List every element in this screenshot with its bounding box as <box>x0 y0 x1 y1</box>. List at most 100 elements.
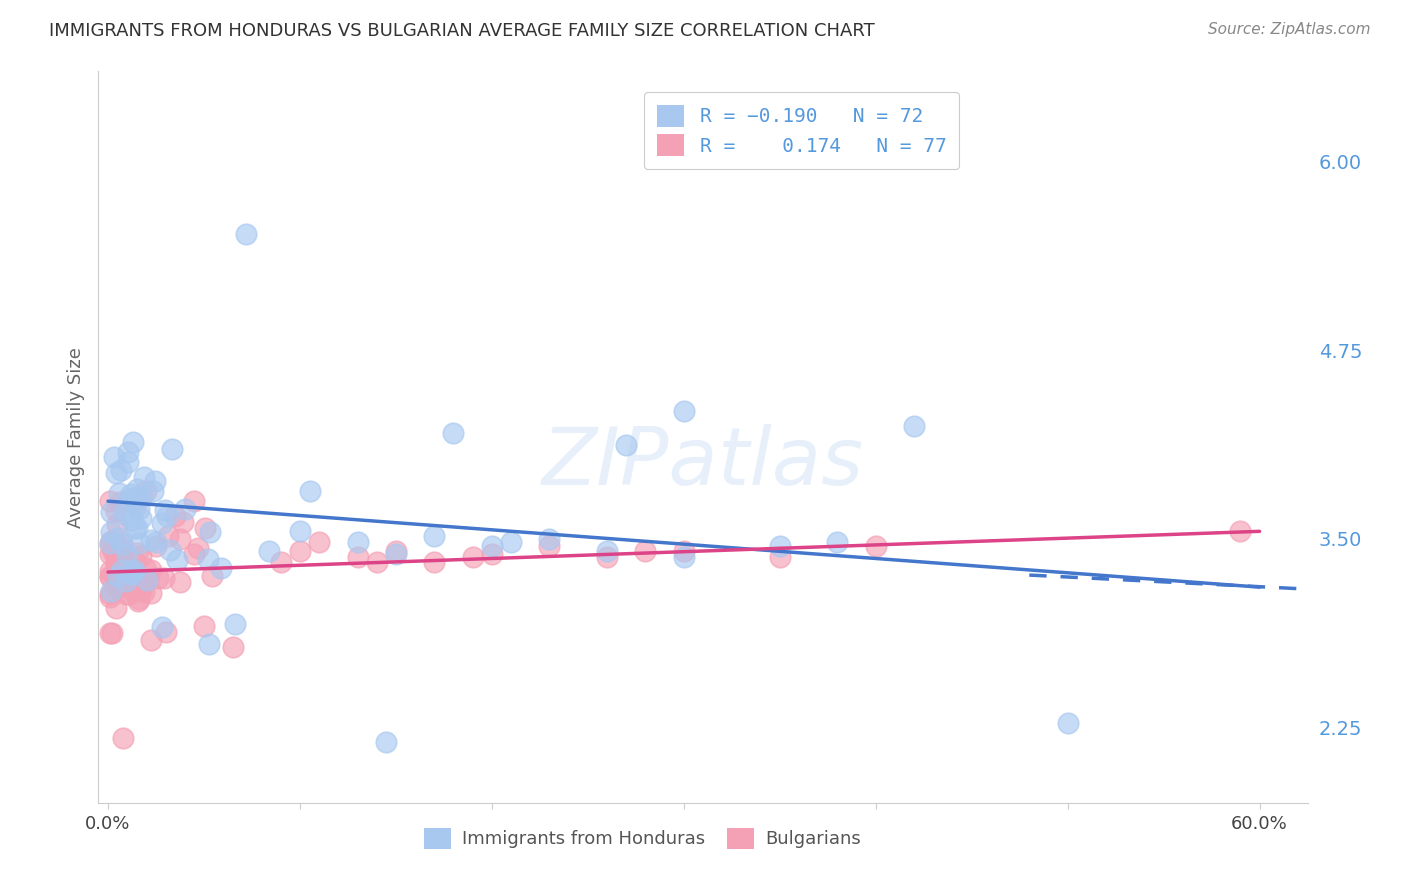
Point <box>769 540 792 554</box>
Text: IMMIGRANTS FROM HONDURAS VS BULGARIAN AVERAGE FAMILY SIZE CORRELATION CHART: IMMIGRANTS FROM HONDURAS VS BULGARIAN AV… <box>49 22 875 40</box>
Point <box>115 575 138 590</box>
Point <box>827 535 849 549</box>
Point <box>153 503 176 517</box>
Point <box>198 637 221 651</box>
Point <box>114 587 136 601</box>
Point <box>129 511 152 525</box>
Point <box>105 546 128 560</box>
Point <box>100 534 122 549</box>
Point <box>139 633 162 648</box>
Point <box>111 536 134 550</box>
Point <box>1056 715 1078 730</box>
Point <box>120 567 142 582</box>
Point <box>107 538 129 552</box>
Point <box>614 438 637 452</box>
Point <box>538 532 561 546</box>
Point <box>461 549 484 564</box>
Point <box>104 579 127 593</box>
Point <box>100 505 122 519</box>
Point <box>98 625 121 640</box>
Point <box>143 474 166 488</box>
Point <box>98 591 121 605</box>
Point <box>235 227 257 242</box>
Point <box>187 541 209 555</box>
Point <box>385 544 408 558</box>
Point <box>308 535 330 549</box>
Point <box>165 509 187 524</box>
Point <box>194 521 217 535</box>
Point <box>288 544 311 558</box>
Point <box>131 549 153 564</box>
Text: ZIPatlas: ZIPatlas <box>541 424 865 501</box>
Point <box>481 547 503 561</box>
Point <box>153 571 176 585</box>
Point <box>110 494 132 508</box>
Point <box>128 501 150 516</box>
Point <box>169 575 191 590</box>
Point <box>634 544 657 558</box>
Point <box>121 509 143 524</box>
Point <box>98 493 121 508</box>
Point <box>124 521 146 535</box>
Point <box>108 543 131 558</box>
Point <box>107 569 129 583</box>
Point <box>129 578 152 592</box>
Point <box>108 486 131 500</box>
Point <box>110 463 132 477</box>
Point <box>101 626 124 640</box>
Point <box>596 544 619 558</box>
Point <box>288 524 311 539</box>
Point <box>127 521 149 535</box>
Point <box>150 620 173 634</box>
Point <box>156 508 179 523</box>
Point <box>100 524 122 539</box>
Point <box>122 563 145 577</box>
Point <box>209 560 232 574</box>
Point <box>117 445 139 459</box>
Point <box>134 561 156 575</box>
Point <box>139 533 162 547</box>
Point <box>172 515 194 529</box>
Point <box>110 574 132 589</box>
Point <box>122 435 145 450</box>
Point <box>135 574 157 588</box>
Point <box>499 535 522 549</box>
Point <box>136 573 159 587</box>
Point <box>132 584 155 599</box>
Point <box>104 556 127 570</box>
Point <box>101 545 124 559</box>
Point <box>103 450 125 464</box>
Point <box>98 547 121 561</box>
Point <box>423 529 446 543</box>
Point <box>672 544 695 558</box>
Point <box>183 494 205 508</box>
Point <box>257 543 280 558</box>
Point <box>903 418 925 433</box>
Point <box>769 549 792 564</box>
Point <box>423 554 446 568</box>
Point <box>98 564 121 578</box>
Point <box>112 731 135 745</box>
Point <box>155 625 177 640</box>
Point <box>105 504 128 518</box>
Point <box>366 554 388 568</box>
Point <box>129 582 152 597</box>
Point <box>105 572 128 586</box>
Point <box>122 565 145 579</box>
Point <box>169 533 191 547</box>
Point <box>105 466 128 480</box>
Point <box>141 586 163 600</box>
Point <box>1229 524 1251 539</box>
Point <box>125 546 148 560</box>
Point <box>131 575 153 590</box>
Point <box>443 426 465 441</box>
Point <box>538 540 561 554</box>
Point <box>128 536 150 550</box>
Point <box>346 549 368 564</box>
Legend: Immigrants from Honduras, Bulgarians: Immigrants from Honduras, Bulgarians <box>418 821 868 856</box>
Point <box>156 529 179 543</box>
Point <box>385 547 408 561</box>
Point <box>121 582 143 597</box>
Point <box>183 547 205 561</box>
Point <box>117 587 139 601</box>
